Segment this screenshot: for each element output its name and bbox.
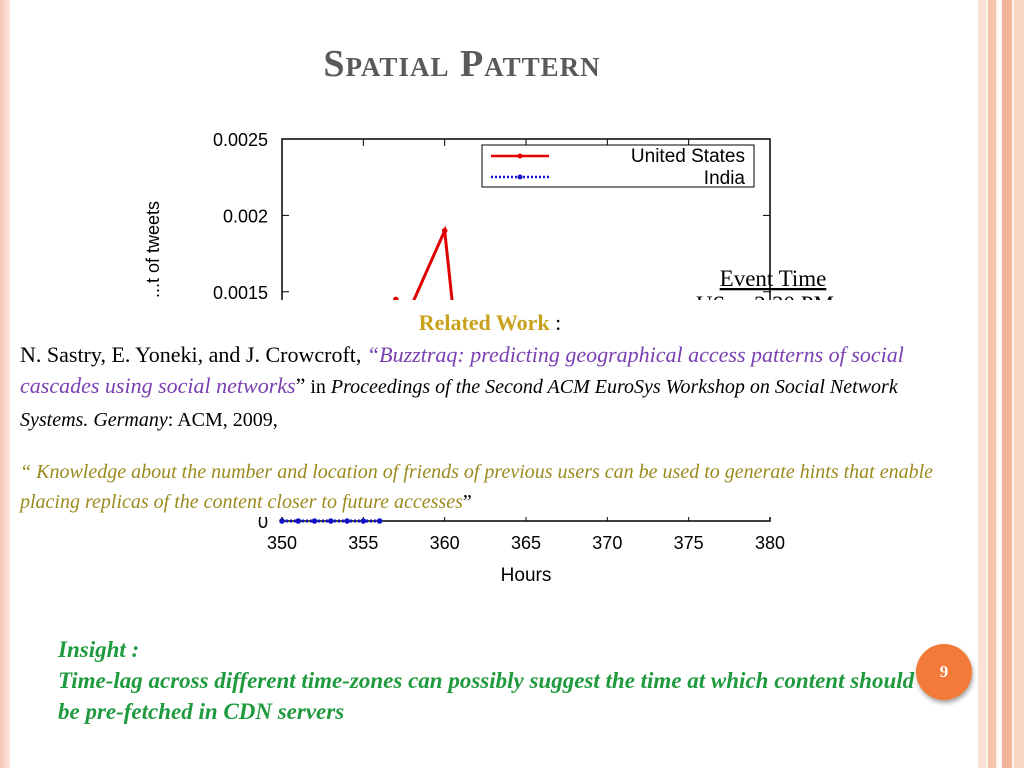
quote-close-mark: ” xyxy=(462,491,472,513)
legend-label-india: India xyxy=(704,168,746,189)
legend-marker-india xyxy=(517,174,523,180)
data-point xyxy=(441,227,448,234)
right-stripe-decoration xyxy=(978,0,1024,768)
legend-box xyxy=(481,144,755,188)
x-tick-label: 365 xyxy=(511,533,541,553)
related-work-quote: “ Knowledge about the number and locatio… xyxy=(20,457,970,517)
y-tick-label: 0 xyxy=(258,512,268,532)
stripe xyxy=(988,0,996,768)
related-work-heading: Related Work : xyxy=(10,310,970,336)
citation-in: in xyxy=(305,376,331,398)
x-tick-label: 375 xyxy=(674,533,704,553)
data-point xyxy=(376,518,383,524)
event-time-annotation: Event Time xyxy=(720,266,827,291)
stripe xyxy=(978,0,986,768)
citation-publisher: : ACM, 2009, xyxy=(167,409,278,431)
citation-venue: Proceedings of the Second ACM EuroSys Wo… xyxy=(20,376,898,431)
x-tick-label: 360 xyxy=(430,533,460,553)
data-point xyxy=(344,518,350,524)
data-point xyxy=(311,518,318,524)
quote-text: Knowledge about the number and location … xyxy=(20,461,934,513)
legend-marker-us xyxy=(517,153,523,159)
x-axis-ticks: 350 355 360 365 370 375 380 xyxy=(267,139,785,553)
y-tick-label: 0.0025 xyxy=(213,130,268,150)
stripe xyxy=(998,0,1001,768)
y-tick-label: 0.002 xyxy=(223,206,268,226)
insight-label: Insight : xyxy=(58,637,140,662)
x-axis-label: Hours xyxy=(501,565,552,586)
citation-open-quote: “ xyxy=(366,342,380,367)
related-work-colon: : xyxy=(549,310,562,335)
y-tick-label: 0.0015 xyxy=(213,283,268,303)
data-point xyxy=(279,518,285,524)
x-tick-label: 380 xyxy=(755,533,785,553)
data-point xyxy=(295,518,302,524)
x-tick-label: 350 xyxy=(267,533,297,553)
related-work-box: Related Work : N. Sastry, E. Yoneki, and… xyxy=(10,300,970,517)
x-tick-label: 355 xyxy=(348,533,378,553)
data-point xyxy=(328,518,334,524)
page-number-badge: 9 xyxy=(916,644,972,700)
x-tick-label: 370 xyxy=(592,533,622,553)
citation-paper-title: Buzztraq: predicting geographical access… xyxy=(20,342,904,398)
quote-open-mark: “ xyxy=(20,461,37,483)
chart-legend: United States India xyxy=(481,144,755,189)
citation-authors: N. Sastry, E. Yoneki, and J. Crowcroft, xyxy=(20,342,367,367)
stripe xyxy=(1014,0,1024,768)
insight-block: Insight : Time-lag across different time… xyxy=(58,634,918,727)
slide-title: Spatial Pattern xyxy=(323,43,601,85)
insight-text: Time-lag across different time-zones can… xyxy=(58,668,915,724)
stripe xyxy=(1002,0,1012,768)
y-axis-label: ...t of tweets xyxy=(143,201,163,298)
citation-close-quote: ” xyxy=(295,373,306,398)
legend-label-us: United States xyxy=(631,146,745,167)
left-edge-decoration xyxy=(0,0,10,768)
citation: N. Sastry, E. Yoneki, and J. Crowcroft, … xyxy=(20,339,970,436)
data-point xyxy=(360,518,367,524)
related-work-label: Related Work xyxy=(418,310,550,335)
